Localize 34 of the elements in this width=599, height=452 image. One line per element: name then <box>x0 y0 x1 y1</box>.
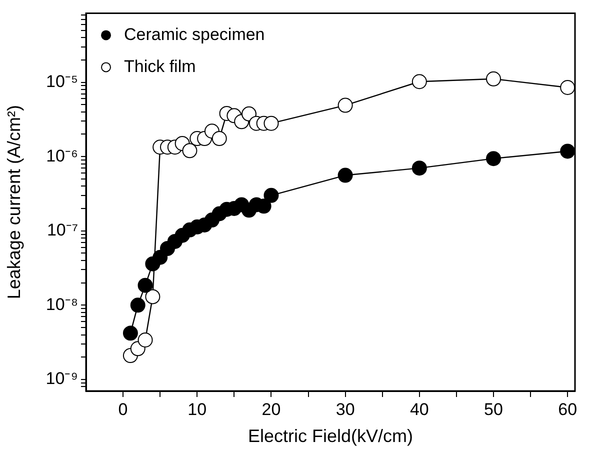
point <box>412 74 427 90</box>
point <box>412 160 427 176</box>
legend-label: Thick film <box>124 56 196 76</box>
x-tick-label: 30 <box>336 400 355 419</box>
y-tick-label: 10⁻⁶ <box>46 146 78 166</box>
point <box>122 326 138 341</box>
x-tick-label: 0 <box>118 400 128 419</box>
y-axis-title: Leakage current (A/cm²) <box>4 105 24 300</box>
point <box>560 80 575 96</box>
y-tick-label: 10⁻⁸ <box>46 294 78 314</box>
point <box>182 143 198 158</box>
y-tick-label: 10⁻⁹ <box>46 369 78 388</box>
point <box>264 116 279 131</box>
point <box>560 144 575 159</box>
y-tick-label: 10⁻⁷ <box>46 220 78 240</box>
point <box>264 188 279 203</box>
point <box>338 168 353 183</box>
x-tick-label: 60 <box>558 400 578 419</box>
legend-label: Ceramic specimen <box>124 24 265 44</box>
y-tick-label: 10⁻⁵ <box>46 72 78 91</box>
x-tick-label: 10 <box>188 400 207 419</box>
x-tick-label: 40 <box>410 400 429 419</box>
x-tick-label: 20 <box>262 400 281 419</box>
point <box>138 332 153 348</box>
x-tick-label: 50 <box>484 400 503 419</box>
point <box>138 278 153 293</box>
point <box>486 151 501 166</box>
x-axis-title: Electric Field(kV/cm) <box>248 426 414 446</box>
point <box>242 106 256 122</box>
point <box>145 289 160 304</box>
point <box>130 298 146 313</box>
point <box>212 131 227 146</box>
point <box>486 71 501 86</box>
point <box>338 98 353 113</box>
